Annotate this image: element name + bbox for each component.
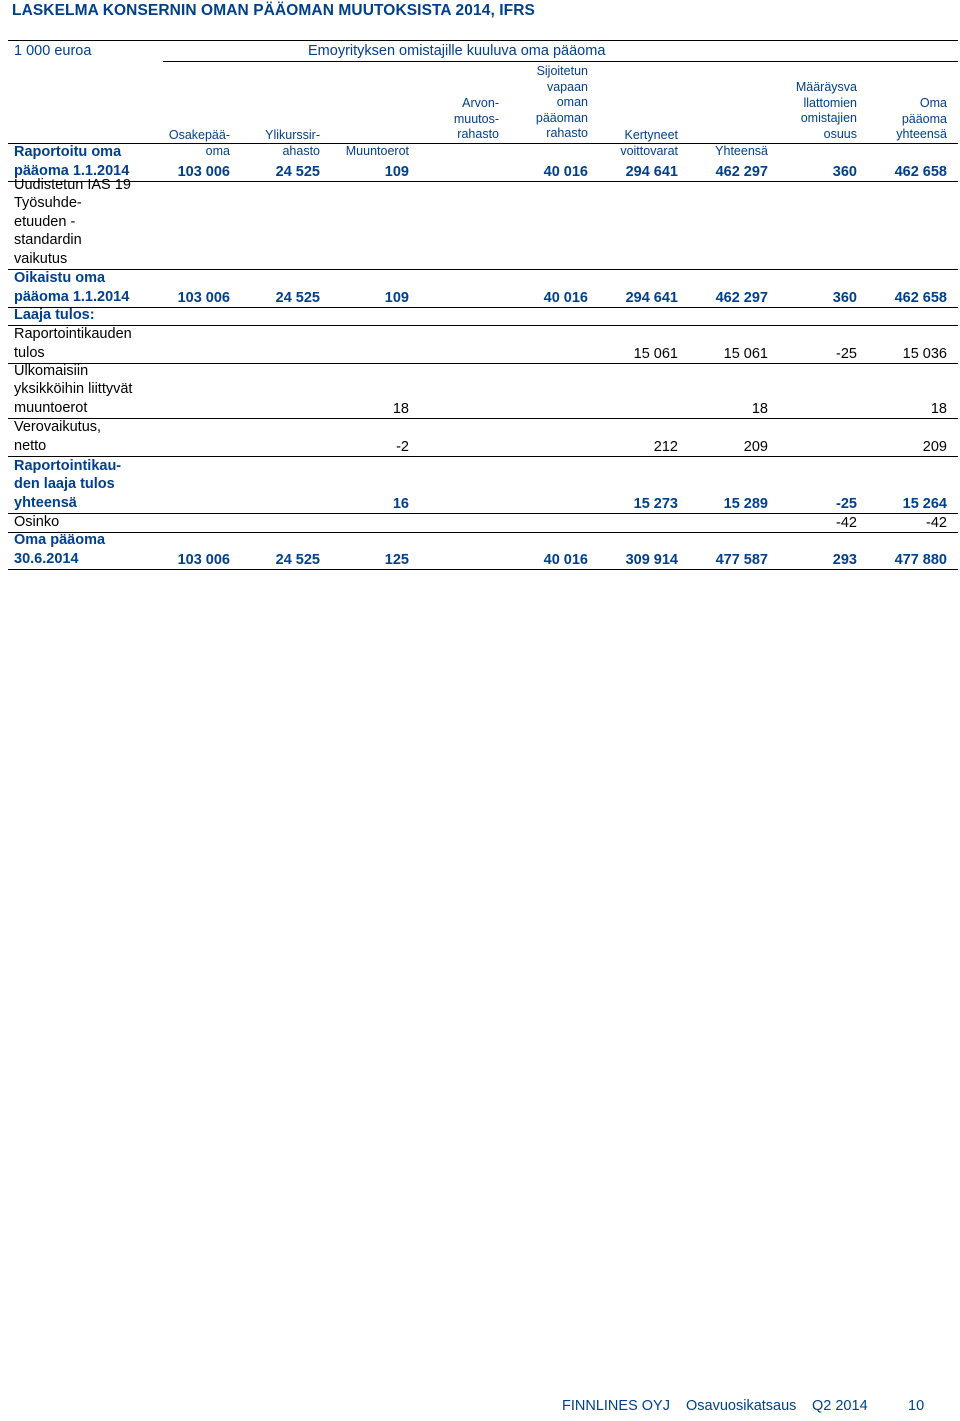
- footer-page-number: 10: [908, 1398, 925, 1414]
- table-top-border: [8, 40, 958, 41]
- cell-value: -42: [836, 515, 857, 531]
- cell-value: 18: [751, 401, 768, 417]
- cell-value: -42: [926, 515, 947, 531]
- column-header: Arvon- muutos- rahasto: [453, 96, 499, 141]
- table-row: Oma pääoma 30.6.2014 103 006 24 525 125 40 0…: [8, 532, 958, 570]
- cell-value: 18: [930, 401, 947, 417]
- row-label: Raportoitu oma pääoma 1.1.2014: [14, 144, 130, 179]
- cell-value: 125: [384, 552, 409, 568]
- table-row: Verovaikutus, netto -2 212 209 209: [8, 419, 958, 457]
- group-header: Emoyrityksen omistajille kuuluva oma pää…: [308, 43, 606, 59]
- cell-value: 109: [384, 164, 409, 180]
- row-label: Raportointikauden tulos: [14, 326, 132, 361]
- cell-value: 40 016: [543, 290, 588, 306]
- header-bottom-border: [8, 143, 958, 144]
- column-header: Yhteensä: [715, 144, 768, 158]
- cell-value: 462 297: [715, 164, 768, 180]
- cell-value: 477 587: [715, 552, 768, 568]
- cell-value: 360: [832, 290, 857, 306]
- cell-value: 15 061: [633, 346, 678, 362]
- cell-value: 309 914: [625, 552, 678, 568]
- cell-value: 209: [743, 439, 768, 455]
- cell-value: 15 273: [633, 496, 678, 512]
- cell-value: 40 016: [543, 164, 588, 180]
- footer-period: Q2 2014: [812, 1398, 868, 1414]
- cell-value: 209: [922, 439, 947, 455]
- table-row: Raportointikauden tulos 15 061 15 061 -25 15…: [8, 326, 958, 364]
- table-row: Osinko -42 -42: [8, 514, 958, 533]
- unit-label: 1 000 euroa: [14, 43, 92, 59]
- table-row: Oikaistu oma pääoma 1.1.2014 103 006 24 52…: [8, 270, 958, 308]
- cell-value: 16: [392, 496, 409, 512]
- footer-company: FINNLINES OYJ: [562, 1398, 670, 1414]
- cell-value: 462 297: [715, 290, 768, 306]
- table-row: Uudistetun IAS 19 Työsuhde- etuuden - st…: [8, 177, 958, 270]
- column-header: Osakepää- oma: [168, 128, 230, 158]
- row-label: Ulkomaisiin yksikköihin liittyvät muunto…: [14, 362, 133, 416]
- row-label: Osinko: [14, 513, 60, 530]
- cell-value: 109: [384, 290, 409, 306]
- table-row: Ulkomaisiin yksikköihin liittyvät muunto…: [8, 362, 958, 419]
- cell-value: 103 006: [177, 164, 230, 180]
- row-label: Oma pääoma 30.6.2014: [14, 532, 106, 567]
- page-title: LASKELMA KONSERNIN OMAN PÄÄOMAN MUUTOKSI…: [12, 2, 535, 19]
- column-header: Kertyneet voittovarat: [620, 128, 678, 158]
- cell-value: -2: [396, 439, 409, 455]
- cell-value: 462 658: [894, 164, 947, 180]
- cell-value: 18: [392, 401, 409, 417]
- cell-value: 103 006: [177, 552, 230, 568]
- cell-value: 462 658: [894, 290, 947, 306]
- cell-value: 360: [832, 164, 857, 180]
- cell-value: 294 641: [625, 164, 678, 180]
- cell-value: 15 289: [723, 496, 768, 512]
- cell-value: 15 264: [902, 496, 947, 512]
- cell-value: 24 525: [275, 164, 320, 180]
- cell-value: 212: [653, 439, 678, 455]
- row-label: Verovaikutus, netto: [14, 419, 102, 454]
- cell-value: 15 036: [902, 346, 947, 362]
- column-header: Sijoitetun vapaan oman pääoman rahasto: [535, 64, 588, 140]
- group-header-underline: [163, 61, 958, 62]
- column-header: Oma pääoma yhteensä: [896, 96, 947, 141]
- cell-value: 477 880: [894, 552, 947, 568]
- column-header: Ylikurssir- ahasto: [265, 128, 320, 158]
- cell-value: 40 016: [543, 552, 588, 568]
- row-label: Raportointikau- den laaja tulos yhteensä: [14, 457, 122, 511]
- row-label: Uudistetun IAS 19 Työsuhde- etuuden - st…: [14, 176, 131, 267]
- table-row: Laaja tulos:: [8, 306, 958, 326]
- cell-value: 24 525: [275, 552, 320, 568]
- cell-value: -25: [836, 346, 857, 362]
- cell-value: 24 525: [275, 290, 320, 306]
- cell-value: 294 641: [625, 290, 678, 306]
- row-label: Laaja tulos:: [14, 306, 95, 323]
- cell-value: 15 061: [723, 346, 768, 362]
- footer-report: Osavuosikatsaus: [686, 1398, 797, 1414]
- table-row: Raportoitu oma pääoma 1.1.2014 103 006 24 …: [8, 143, 958, 182]
- cell-value: 103 006: [177, 290, 230, 306]
- column-header: Muuntoerot: [345, 144, 409, 158]
- row-label: Oikaistu oma pääoma 1.1.2014: [14, 270, 130, 305]
- table-row: Raportointikau- den laaja tulos yhteensä…: [8, 457, 958, 514]
- cell-value: -25: [836, 496, 857, 512]
- column-header: Määräysva llattomien omistajien osuus: [795, 80, 857, 141]
- cell-value: 293: [832, 552, 857, 568]
